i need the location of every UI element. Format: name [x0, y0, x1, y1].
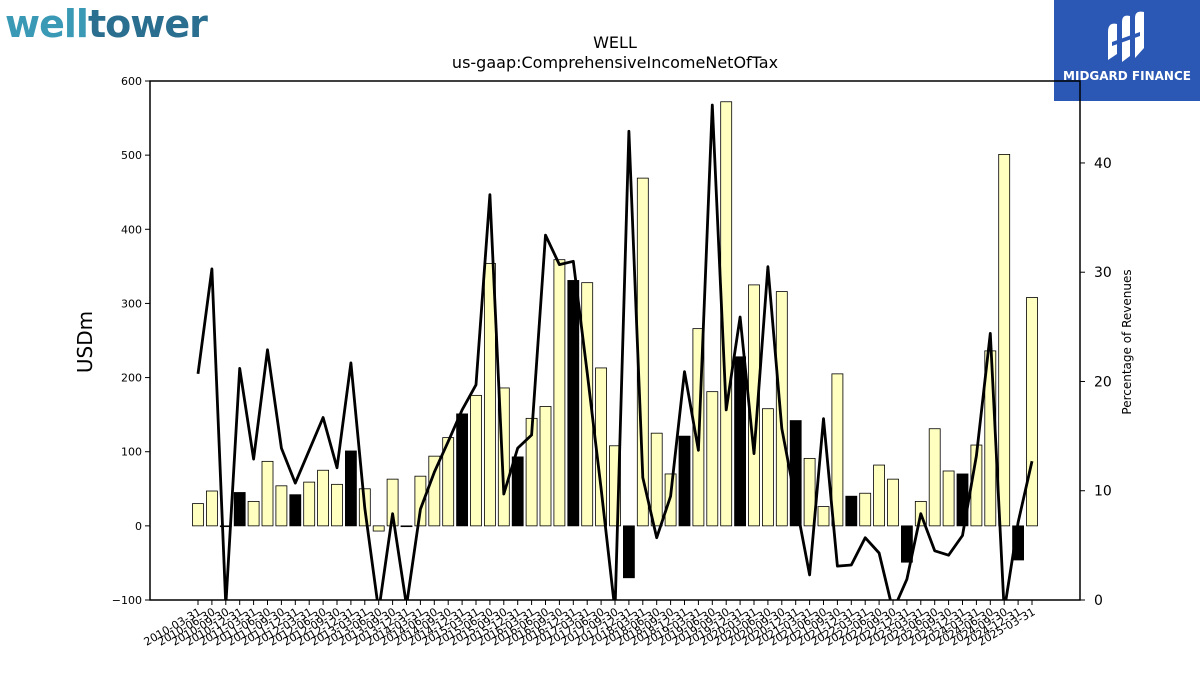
bar: [942, 470, 955, 527]
bar: [609, 445, 621, 527]
bar: [817, 506, 830, 527]
bar: [789, 420, 802, 527]
bar: [581, 282, 594, 527]
bar: [706, 391, 719, 527]
y-tick-label: 100: [121, 446, 142, 459]
bar: [887, 478, 899, 527]
bar: [400, 525, 413, 528]
bar: [497, 387, 510, 527]
bar: [553, 259, 566, 527]
bars-group: [192, 101, 1038, 579]
welltower-logo: welltower: [5, 2, 208, 46]
bar: [762, 408, 774, 527]
pct-revenue-line: [196, 103, 1034, 600]
y-axis-label: USDm: [73, 311, 97, 373]
bar: [678, 435, 691, 527]
y2-tick-label: 0: [1094, 593, 1103, 609]
bar: [247, 500, 260, 527]
badge-name: MIDGARD FINANCE: [1063, 69, 1191, 83]
bar: [317, 469, 330, 527]
bar: [734, 356, 746, 527]
bar: [233, 492, 246, 527]
bar: [998, 154, 1011, 527]
bar: [414, 475, 427, 527]
y2-tick-label: 40: [1094, 156, 1112, 172]
chart-title: WELL: [593, 33, 637, 52]
bar: [775, 291, 788, 527]
chart-subtitle: us-gaap:ComprehensiveIncomeNetOfTax: [452, 53, 778, 72]
y2-tick-label: 10: [1094, 484, 1112, 500]
bar: [470, 394, 482, 527]
bar: [386, 478, 399, 527]
bar: [859, 492, 872, 527]
bar: [344, 450, 357, 527]
bar: [511, 456, 524, 527]
bar: [623, 525, 635, 579]
bar: [428, 455, 441, 527]
bar: [928, 428, 941, 527]
bar: [873, 464, 885, 527]
midgard-emblem-icon: [1108, 11, 1144, 63]
y2-tick-label: 30: [1094, 265, 1112, 281]
bar: [483, 262, 496, 527]
bar: [650, 432, 663, 527]
y-tick-label: 0: [135, 520, 142, 533]
bar: [372, 525, 385, 532]
bar: [901, 525, 913, 563]
y-tick-label: 400: [121, 223, 142, 236]
bar: [275, 485, 288, 527]
bar: [803, 457, 816, 527]
bar: [205, 490, 218, 527]
bar: [845, 495, 858, 527]
y-tick-label: 200: [121, 372, 142, 385]
bar: [456, 413, 469, 527]
bar: [567, 280, 580, 527]
y-tick-label: 500: [121, 149, 142, 162]
bar: [289, 494, 302, 527]
midgard-finance-badge: MIDGARD FINANCE: [1054, 0, 1200, 101]
y2-axis-label: Percentage of Revenues: [1120, 269, 1134, 414]
bar: [539, 406, 552, 527]
bar: [442, 437, 455, 527]
bar: [261, 460, 274, 527]
y-tick-label: −100: [112, 594, 142, 607]
bar: [1026, 297, 1038, 527]
bar: [192, 503, 204, 527]
y2-tick-label: 20: [1094, 374, 1112, 390]
bar: [831, 373, 844, 527]
y-tick-label: 600: [121, 75, 142, 88]
y-tick-label: 300: [121, 297, 142, 310]
bar: [303, 481, 316, 527]
bar: [331, 483, 343, 527]
